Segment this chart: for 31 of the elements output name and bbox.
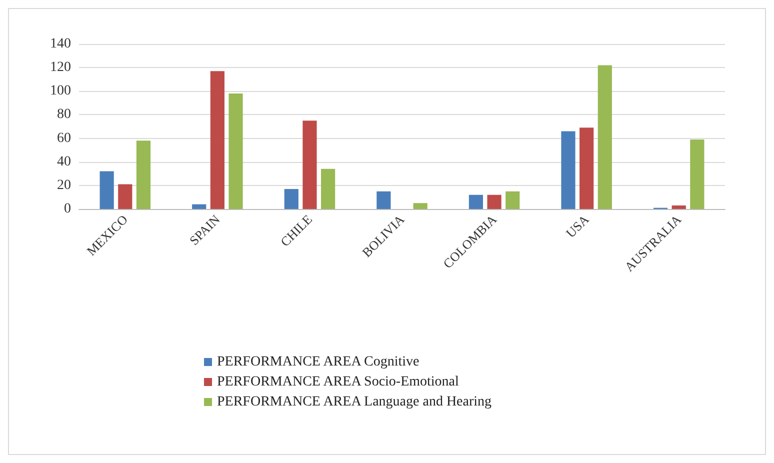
y-tick-label: 0 [64,202,71,216]
legend-label: PERFORMANCE AREA Language and Hearing [217,394,492,410]
y-tick-label: 80 [57,107,71,122]
bar [210,71,224,209]
bar [376,191,391,209]
y-tick-label: 20 [57,178,71,193]
bar [598,65,612,209]
legend-label: PERFORMANCE AREA Socio-Emotional [217,374,460,390]
bar [302,120,317,209]
y-tick-label: 140 [50,36,71,52]
bar [672,205,686,209]
y-tick-label: 40 [57,154,71,170]
bar [690,139,704,209]
bar [413,203,428,209]
bar [192,204,206,209]
bar [580,128,594,209]
bar [506,191,520,209]
y-tick-label: 120 [50,60,71,76]
bar [487,194,502,209]
bar [100,171,114,209]
y-tick-label: 100 [50,84,71,99]
bar [228,94,243,209]
legend-label: PERFORMANCE AREA Cognitive [217,354,420,370]
x-tick-label: USA [562,211,592,241]
bar [468,194,484,209]
bar [284,188,298,209]
y-tick-label: 60 [57,130,71,146]
bar [118,184,132,209]
bar [561,131,576,209]
bar [320,168,336,209]
bar [136,140,151,209]
